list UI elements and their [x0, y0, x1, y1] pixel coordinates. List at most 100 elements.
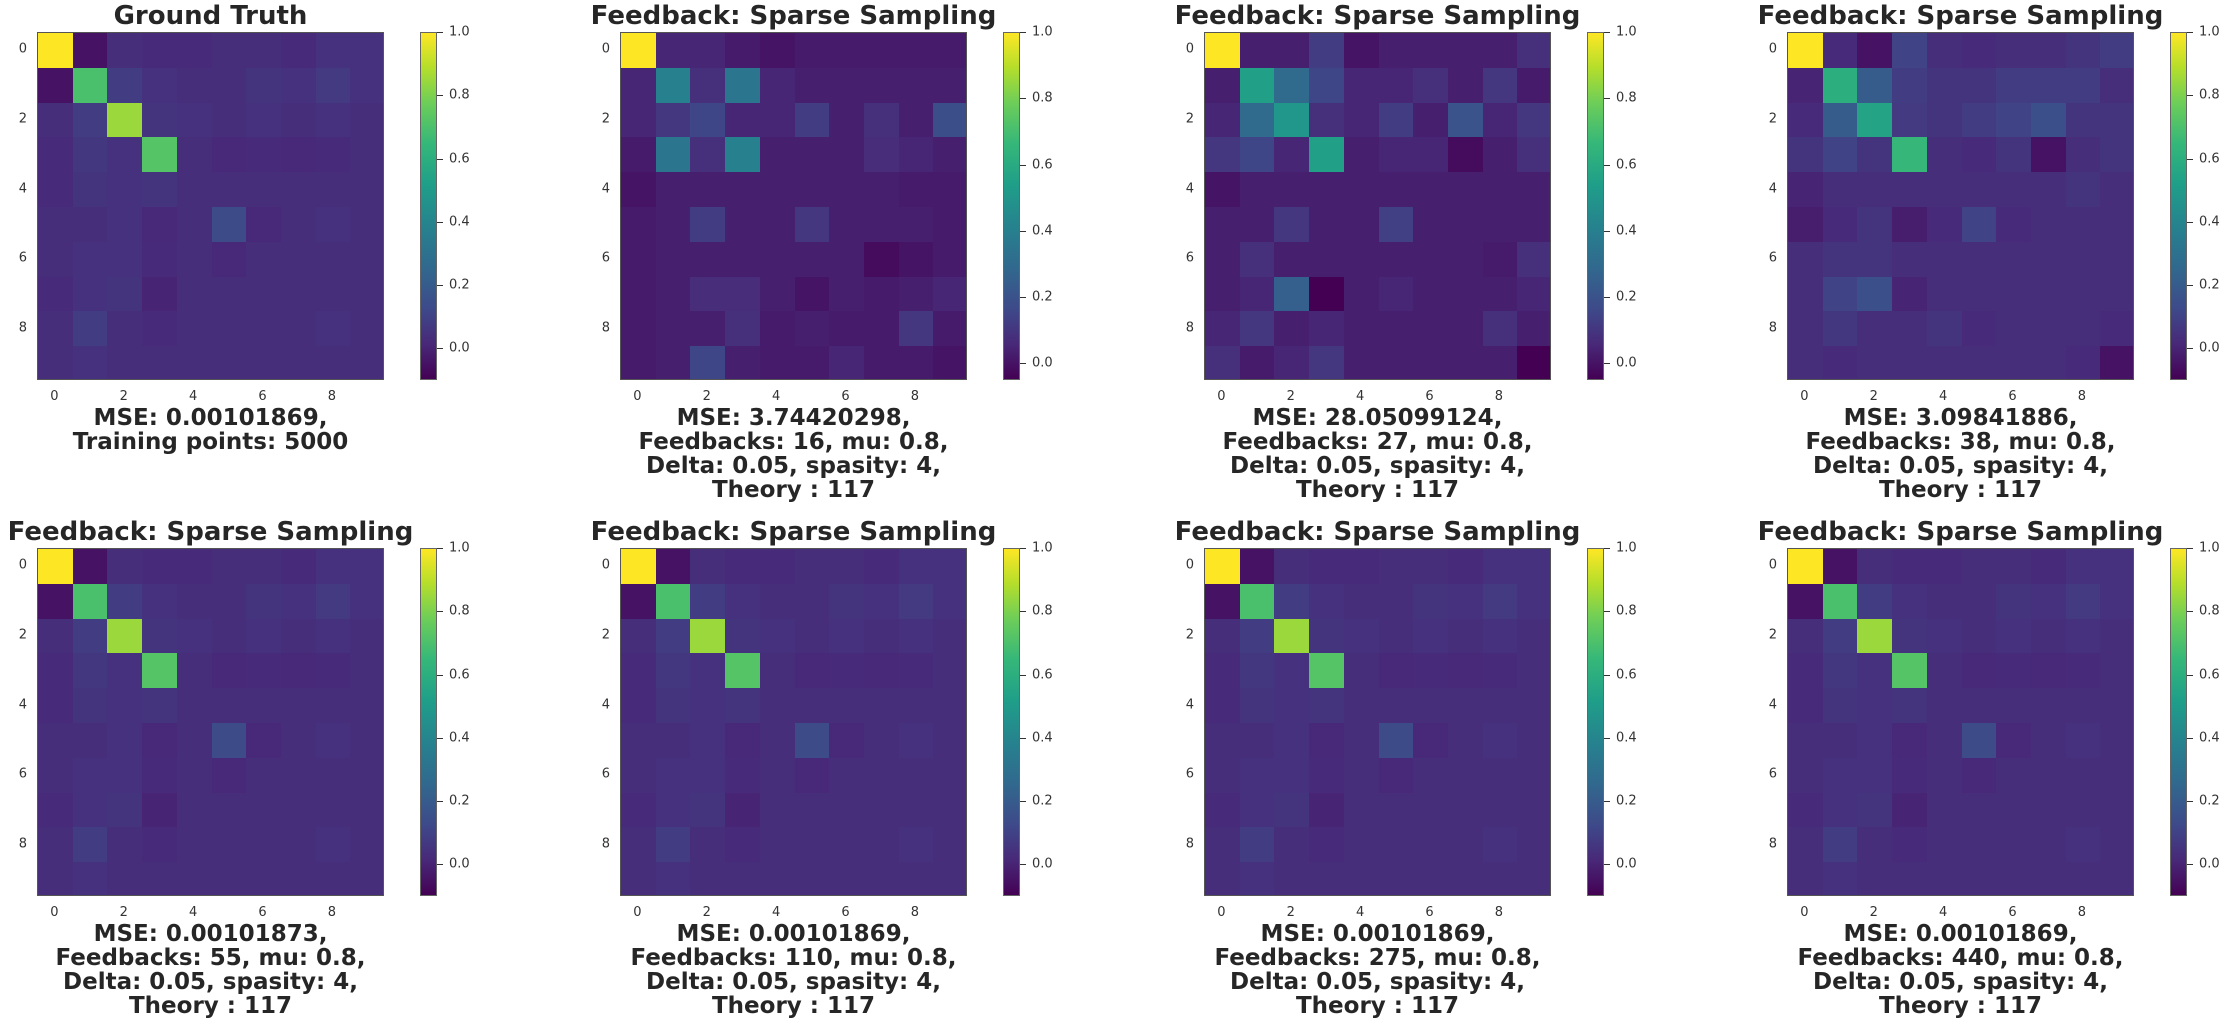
y-tick-label: 6 — [1768, 766, 1777, 782]
heatmap-cell — [142, 723, 178, 759]
heatmap-cell — [1822, 862, 1858, 895]
colorbar-tick-label: 0.2 — [2199, 277, 2220, 293]
heatmap-cell — [142, 757, 178, 794]
heatmap-cell — [621, 172, 657, 208]
heatmap-cell — [933, 757, 966, 794]
colorbar-tick-mark — [437, 864, 443, 866]
heatmap-cell — [72, 172, 108, 208]
heatmap-cell — [1482, 276, 1518, 312]
heatmap-cell — [1961, 102, 1997, 138]
heatmap-cell — [1239, 207, 1275, 243]
heatmap-cell — [1309, 618, 1345, 654]
heatmap-cell — [1961, 862, 1997, 895]
heatmap-cell — [1378, 688, 1414, 724]
x-tick-label: 6 — [2008, 389, 2017, 404]
heatmap-cell — [142, 862, 178, 895]
heatmap-cell — [759, 102, 796, 138]
heatmap-cell — [1788, 583, 1824, 620]
colorbar-tick-mark — [1604, 611, 1610, 613]
heatmap-cell — [1447, 33, 1484, 69]
heatmap-cell — [1274, 276, 1310, 312]
x-tick-label: 0 — [50, 389, 59, 404]
heatmap-cell — [1274, 102, 1310, 138]
heatmap-cell — [1239, 137, 1275, 173]
heatmap-cell — [1413, 618, 1449, 654]
heatmap-cell — [933, 723, 966, 759]
heatmap-cell — [142, 688, 178, 724]
heatmap-cell — [1857, 346, 1893, 379]
heatmap-cell — [280, 137, 317, 173]
heatmap-cell — [1857, 67, 1893, 104]
y-tick-label: 2 — [18, 627, 27, 643]
colorbar-tick-mark — [1604, 801, 1610, 803]
heatmap-cell — [1413, 241, 1449, 278]
heatmap-cell — [1482, 346, 1518, 379]
caption-line: Feedbacks: 440, mu: 0.8, — [1797, 945, 2124, 971]
x-tick-label: 4 — [1356, 905, 1365, 920]
heatmap-cell — [898, 792, 934, 828]
heatmap-cell — [38, 137, 74, 173]
heatmap-cell — [2065, 207, 2101, 243]
heatmap-cell — [621, 723, 657, 759]
heatmap-cell — [280, 102, 317, 138]
y-tick-label: 2 — [1768, 627, 1777, 643]
heatmap-cell — [38, 583, 74, 620]
heatmap-cell — [690, 757, 726, 794]
heatmap-cell — [933, 618, 966, 654]
heatmap-cell — [1413, 549, 1449, 585]
heatmap-cell — [1996, 137, 2032, 173]
colorbar-tick-label: 0.2 — [449, 793, 470, 809]
x-tick-label: 4 — [189, 389, 198, 404]
colorbar-tick-mark — [437, 737, 443, 739]
heatmap-cell — [690, 207, 726, 243]
caption-line: Feedbacks: 275, mu: 0.8, — [1214, 945, 1541, 971]
heatmap-cell — [1413, 723, 1449, 759]
heatmap-cell — [794, 757, 830, 794]
colorbar-tick-mark — [1020, 363, 1026, 365]
heatmap-cell — [2100, 207, 2133, 243]
heatmap-cell — [1892, 723, 1928, 759]
heatmap-cell — [2030, 311, 2067, 347]
heatmap-cell — [1517, 137, 1550, 173]
heatmap-cell — [1892, 618, 1928, 654]
heatmap-cell — [176, 67, 213, 104]
colorbar-tick-label: 0.2 — [2199, 793, 2220, 809]
x-tick-label: 8 — [1494, 905, 1504, 920]
heatmap-cell — [1857, 583, 1893, 620]
heatmap-cell — [350, 346, 383, 379]
heatmap-cell — [2065, 241, 2101, 278]
heatmap-cell — [794, 137, 830, 173]
colorbar-tick-mark — [1020, 164, 1026, 166]
heatmap-cell — [1343, 583, 1380, 620]
heatmap-cell — [2065, 346, 2101, 379]
heatmap-cell — [315, 583, 351, 620]
y-tick-label: 4 — [601, 181, 610, 197]
heatmap-cell — [1857, 757, 1893, 794]
heatmap-cell — [1274, 688, 1310, 724]
y-tick-label: 6 — [18, 766, 27, 782]
colorbar-tick-label: 0.6 — [1616, 157, 1637, 173]
heatmap-cell — [759, 827, 796, 863]
caption-line: Theory : 117 — [128, 993, 293, 1019]
heatmap-cell — [1447, 311, 1484, 347]
colorbar-tick-label: 0.4 — [2199, 214, 2220, 230]
heatmap-cell — [211, 311, 247, 347]
colorbar-tick-mark — [2187, 348, 2193, 350]
heatmap-cell — [72, 346, 108, 379]
heatmap-cell — [725, 137, 761, 173]
heatmap-cell — [1788, 688, 1824, 724]
colorbar-tick-label: 1.0 — [2199, 24, 2220, 40]
heatmap-cell — [72, 653, 108, 689]
heatmap-cell — [72, 67, 108, 104]
heatmap-cell — [176, 102, 213, 138]
colorbar-tick-label: 1.0 — [1616, 24, 1637, 40]
heatmap-cell — [1517, 346, 1550, 379]
heatmap-cell — [1517, 792, 1550, 828]
heatmap-cell — [1996, 67, 2032, 104]
heatmap-cell — [211, 33, 247, 69]
heatmap-cell — [1343, 346, 1380, 379]
heatmap-cell — [1205, 33, 1241, 69]
heatmap-cell — [1996, 583, 2032, 620]
colorbar-tick-label: 0.8 — [1616, 90, 1637, 106]
heatmap-cell — [246, 137, 282, 173]
